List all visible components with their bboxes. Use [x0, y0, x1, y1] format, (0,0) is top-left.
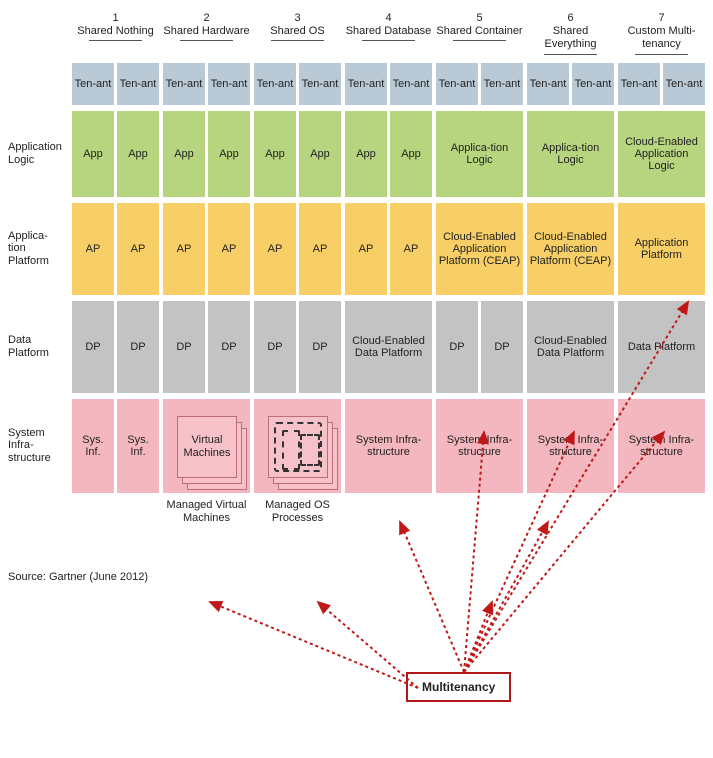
column-header-2: 2Shared Hardware [163, 12, 250, 57]
data-cell-2: DPDP [163, 301, 250, 393]
sys-cell-3 [254, 399, 341, 493]
sublabel-col-2: Managed Virtual Machines [163, 499, 250, 541]
sublabel-col-3: Managed OS Processes [254, 499, 341, 541]
sublabel-col-1 [72, 499, 159, 541]
plat-cell-2: APAP [163, 203, 250, 295]
column-header-3: 3Shared OS [254, 12, 341, 57]
tenant-cell-1: Ten-antTen-ant [72, 63, 159, 105]
plat-cell-6: Cloud-Enabled Application Platform (CEAP… [527, 203, 614, 295]
app-cell-3: AppApp [254, 111, 341, 197]
data-cell-7: Data Platform [618, 301, 705, 393]
sys-cell-1: Sys. Inf.Sys. Inf. [72, 399, 159, 493]
data-cell-1: DPDP [72, 301, 159, 393]
sublabel-col-5 [436, 499, 523, 541]
source-text: Source: Gartner (June 2012) [8, 571, 705, 583]
data-cell-3: DPDP [254, 301, 341, 393]
data-cell-5: DPDP [436, 301, 523, 393]
tenant-cell-5: Ten-antTen-ant [436, 63, 523, 105]
sys-cell-4: System Infra-structure [345, 399, 432, 493]
app-cell-7: Cloud-Enabled Application Logic [618, 111, 705, 197]
row-label-app: Application Logic [8, 111, 68, 197]
plat-cell-7: Application Platform [618, 203, 705, 295]
row-label-plat: Applica-tion Platform [8, 203, 68, 295]
plat-cell-3: APAP [254, 203, 341, 295]
tenant-cell-3: Ten-antTen-ant [254, 63, 341, 105]
plat-cell-1: APAP [72, 203, 159, 295]
plat-cell-4: APAP [345, 203, 432, 295]
tenant-cell-7: Ten-antTen-ant [618, 63, 705, 105]
tenant-cell-2: Ten-antTen-ant [163, 63, 250, 105]
sys-cell-5: System Infra-structure [436, 399, 523, 493]
plat-cell-5: Cloud-Enabled Application Platform (CEAP… [436, 203, 523, 295]
app-cell-1: AppApp [72, 111, 159, 197]
column-header-6: 6Shared Everything [527, 12, 614, 57]
column-header-1: 1Shared Nothing [72, 12, 159, 57]
sublabel-col-7 [618, 499, 705, 541]
tenant-cell-4: Ten-antTen-ant [345, 63, 432, 105]
app-cell-6: Applica-tion Logic [527, 111, 614, 197]
column-header-7: 7Custom Multi-tenancy [618, 12, 705, 57]
row-label-data: Data Platform [8, 301, 68, 393]
sublabel-col-6 [527, 499, 614, 541]
tenant-cell-6: Ten-antTen-ant [527, 63, 614, 105]
row-label-sys: System Infra-structure [8, 399, 68, 493]
sublabel-col-4 [345, 499, 432, 541]
sys-cell-7: System Infra-structure [618, 399, 705, 493]
column-header-5: 5Shared Container [436, 12, 523, 57]
app-cell-2: AppApp [163, 111, 250, 197]
data-cell-6: Cloud-Enabled Data Platform [527, 301, 614, 393]
multitenancy-box: Multitenancy [406, 672, 511, 702]
app-cell-5: Applica-tion Logic [436, 111, 523, 197]
app-cell-4: AppApp [345, 111, 432, 197]
column-header-4: 4Shared Database [345, 12, 432, 57]
sys-cell-2: Virtual Machines [163, 399, 250, 493]
data-cell-4: Cloud-Enabled Data Platform [345, 301, 432, 393]
sys-cell-6: System Infra-structure [527, 399, 614, 493]
